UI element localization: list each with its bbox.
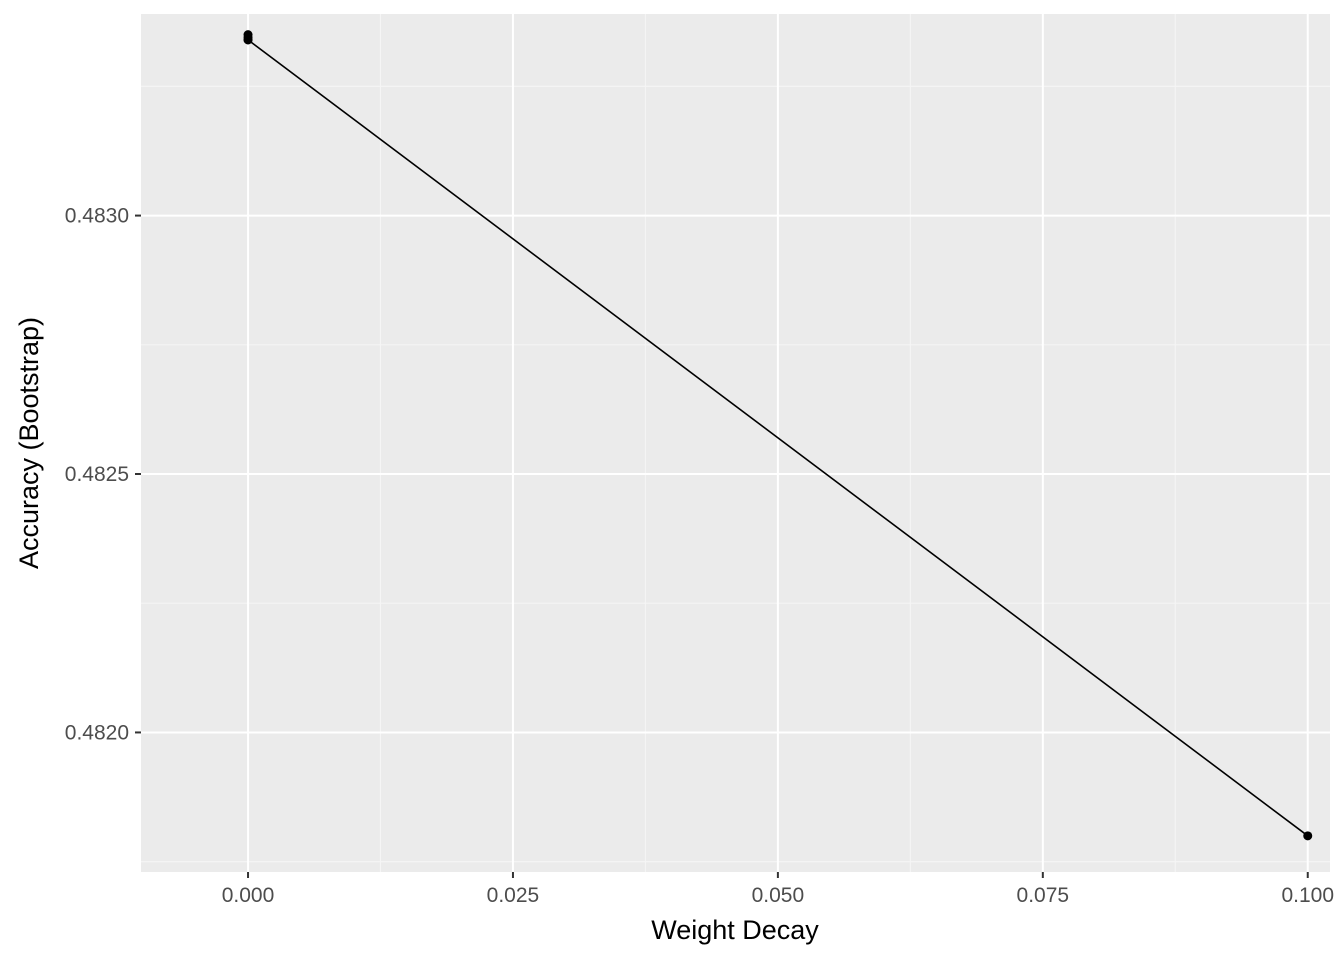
y-tick-label: 0.4825 — [65, 463, 129, 486]
x-tick-labels: 0.000 0.025 0.050 0.075 0.100 — [222, 884, 1334, 907]
x-tick-label: 0.025 — [487, 884, 540, 907]
x-tick-label: 0.000 — [222, 884, 275, 907]
x-tick-label: 0.100 — [1281, 884, 1334, 907]
y-tick-labels: 0.4820 0.4825 0.4830 — [65, 205, 129, 745]
grid-major — [141, 14, 1330, 872]
x-tick-label: 0.075 — [1017, 884, 1070, 907]
axis-ticks — [135, 214, 1309, 878]
y-tick-label: 0.4820 — [65, 721, 129, 744]
data-point — [243, 35, 253, 45]
grid-minor — [141, 14, 1330, 872]
x-tick-label: 0.050 — [752, 884, 805, 907]
data-point — [1303, 831, 1313, 841]
series-points — [243, 30, 1313, 841]
plot-panel — [141, 14, 1330, 872]
x-axis-title: Weight Decay — [651, 915, 819, 945]
y-axis-title: Accuracy (Bootstrap) — [14, 317, 44, 569]
y-tick-label: 0.4830 — [65, 205, 129, 228]
